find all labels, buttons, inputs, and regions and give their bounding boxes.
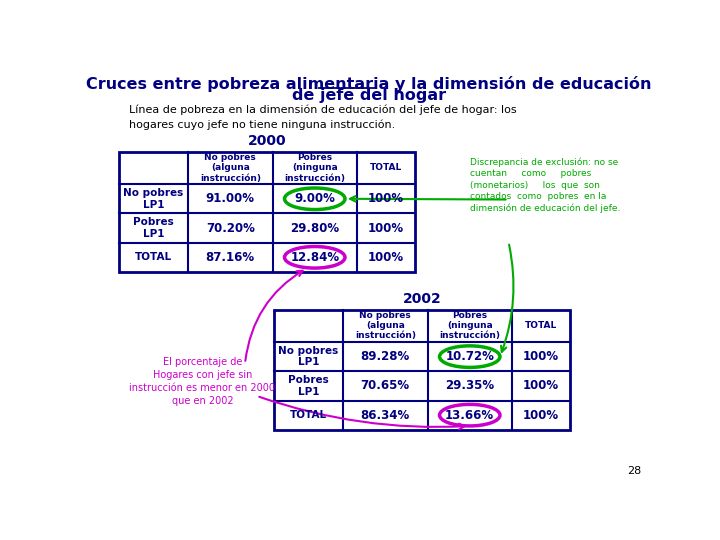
Bar — [120, 152, 415, 272]
Text: 100%: 100% — [523, 350, 559, 363]
Bar — [274, 309, 570, 430]
Text: 70.65%: 70.65% — [361, 380, 410, 393]
Text: TOTAL: TOTAL — [525, 321, 557, 330]
Text: 13.66%: 13.66% — [445, 409, 495, 422]
Text: 100%: 100% — [368, 251, 404, 264]
Text: TOTAL: TOTAL — [369, 164, 402, 172]
Text: Pobres
LP1: Pobres LP1 — [133, 217, 174, 239]
Text: 29.35%: 29.35% — [445, 380, 495, 393]
Text: Discrepancia de exclusión: no se
cuentan     como     pobres
(monetarios)     lo: Discrepancia de exclusión: no se cuentan… — [469, 157, 620, 213]
Text: El porcentaje de
Hogares con jefe sin
instrucción es menor en 2000
que en 2002: El porcentaje de Hogares con jefe sin in… — [130, 357, 275, 406]
Text: 100%: 100% — [368, 221, 404, 234]
Text: 12.84%: 12.84% — [290, 251, 339, 264]
Text: Cruces entre pobreza alimentaria y la dimensión de educación: Cruces entre pobreza alimentaria y la di… — [86, 76, 652, 92]
Text: No pobres
LP1: No pobres LP1 — [123, 188, 184, 210]
Text: 100%: 100% — [523, 380, 559, 393]
Text: Pobres
(ninguna
instrucción): Pobres (ninguna instrucción) — [284, 153, 346, 183]
Text: 10.72%: 10.72% — [445, 350, 494, 363]
Text: Pobres
LP1: Pobres LP1 — [288, 375, 329, 397]
Text: de jefe del hogar: de jefe del hogar — [292, 88, 446, 103]
Text: TOTAL: TOTAL — [290, 410, 327, 420]
Text: 28: 28 — [628, 466, 642, 476]
Text: Línea de pobreza en la dimensión de educación del jefe de hogar: los
hogares cuy: Línea de pobreza en la dimensión de educ… — [129, 105, 516, 130]
Text: No pobres
LP1: No pobres LP1 — [279, 346, 338, 367]
Text: 2000: 2000 — [248, 134, 287, 148]
Text: 100%: 100% — [368, 192, 404, 205]
Text: 91.00%: 91.00% — [206, 192, 255, 205]
Text: 87.16%: 87.16% — [206, 251, 255, 264]
Text: TOTAL: TOTAL — [135, 252, 172, 262]
Text: No pobres
(alguna
instrucción): No pobres (alguna instrucción) — [355, 311, 415, 340]
Text: 70.20%: 70.20% — [206, 221, 255, 234]
Text: 89.28%: 89.28% — [361, 350, 410, 363]
Text: 100%: 100% — [523, 409, 559, 422]
Text: 9.00%: 9.00% — [294, 192, 336, 205]
Text: 29.80%: 29.80% — [290, 221, 339, 234]
Text: 86.34%: 86.34% — [361, 409, 410, 422]
Text: Pobres
(ninguna
instrucción): Pobres (ninguna instrucción) — [439, 311, 500, 340]
Text: 2002: 2002 — [402, 292, 441, 306]
Text: No pobres
(alguna
instrucción): No pobres (alguna instrucción) — [199, 153, 261, 183]
